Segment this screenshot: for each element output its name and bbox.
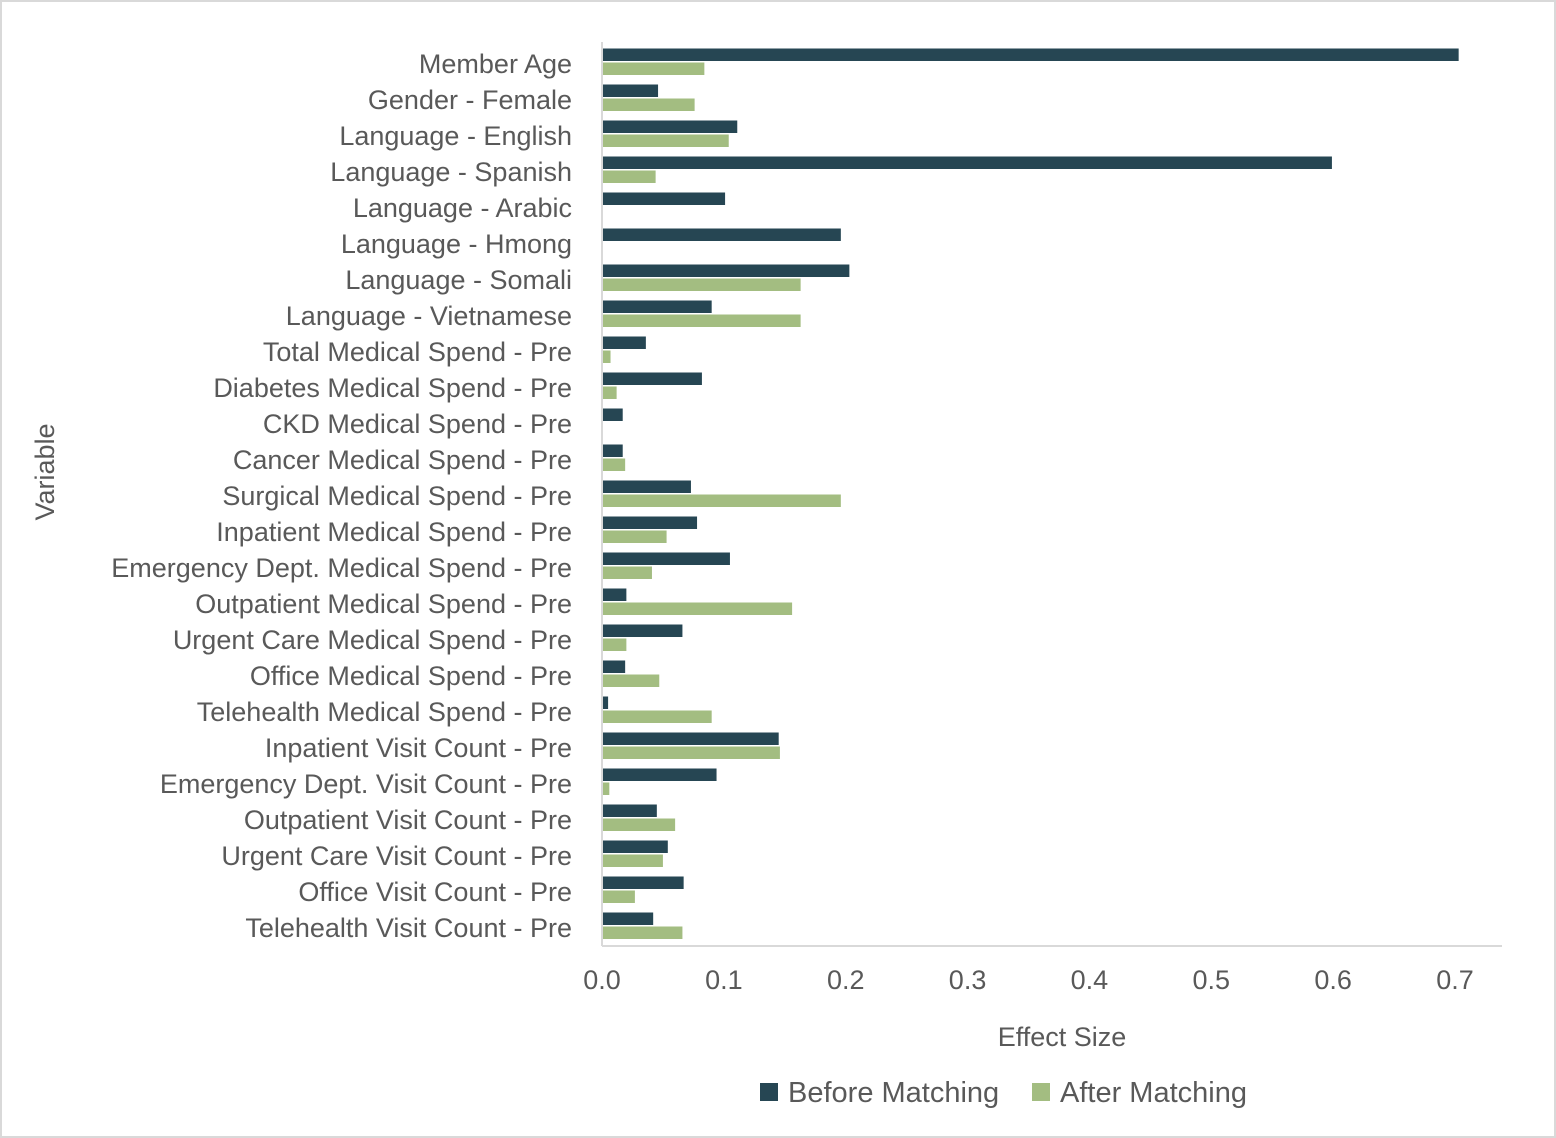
legend-label-0: Before Matching xyxy=(788,1077,999,1109)
bar-before-7 xyxy=(602,300,712,313)
bar-after-1 xyxy=(602,98,695,111)
bar-after-11 xyxy=(602,458,626,471)
bar-before-5 xyxy=(602,228,841,241)
category-label: Gender - Female xyxy=(368,85,572,115)
bar-before-15 xyxy=(602,588,627,601)
category-label: Office Visit Count - Pre xyxy=(298,877,572,907)
bar-before-19 xyxy=(602,732,779,745)
bar-after-16 xyxy=(602,638,627,651)
bar-before-16 xyxy=(602,624,683,637)
bar-after-14 xyxy=(602,566,652,579)
category-label: Language - English xyxy=(339,121,572,151)
bar-after-20 xyxy=(602,782,610,795)
bar-after-21 xyxy=(602,818,676,831)
category-label: Outpatient Medical Spend - Pre xyxy=(195,589,572,619)
category-label: Language - Arabic xyxy=(353,193,572,223)
bar-before-24 xyxy=(602,912,654,925)
bar-before-21 xyxy=(602,804,657,817)
bar-before-18 xyxy=(602,696,609,709)
x-tick-label: 0.1 xyxy=(705,965,743,995)
category-label: Cancer Medical Spend - Pre xyxy=(233,445,572,475)
x-tick-label: 0.5 xyxy=(1193,965,1231,995)
bar-before-10 xyxy=(602,408,623,421)
category-label: Language - Somali xyxy=(345,265,572,295)
category-label: Member Age xyxy=(419,49,572,79)
category-label: Language - Vietnamese xyxy=(286,301,572,331)
bar-before-23 xyxy=(602,876,684,889)
category-label: Inpatient Medical Spend - Pre xyxy=(216,517,572,547)
category-label: Emergency Dept. Medical Spend - Pre xyxy=(111,553,572,583)
category-label: Language - Hmong xyxy=(341,229,572,259)
category-label: Telehealth Medical Spend - Pre xyxy=(197,697,572,727)
x-axis-title: Effect Size xyxy=(998,1022,1127,1052)
category-label: Outpatient Visit Count - Pre xyxy=(244,805,572,835)
category-label: Emergency Dept. Visit Count - Pre xyxy=(160,769,572,799)
category-label: Language - Spanish xyxy=(330,157,572,187)
bar-after-18 xyxy=(602,710,712,723)
x-tick-label: 0.4 xyxy=(1071,965,1109,995)
bar-before-13 xyxy=(602,516,698,529)
bar-before-22 xyxy=(602,840,668,853)
bars-group xyxy=(602,48,1459,939)
bar-after-17 xyxy=(602,674,660,687)
bar-before-12 xyxy=(602,480,691,493)
legend: Before Matching After Matching xyxy=(760,1077,1247,1109)
bar-after-9 xyxy=(602,386,617,399)
bar-after-15 xyxy=(602,602,793,615)
x-tick-labels: 0.0 0.1 0.2 0.3 0.4 0.5 0.6 0.7 xyxy=(583,965,1474,995)
category-label: CKD Medical Spend - Pre xyxy=(263,409,572,439)
legend-label-1: After Matching xyxy=(1060,1077,1247,1109)
x-tick-label: 0.2 xyxy=(827,965,865,995)
bar-after-3 xyxy=(602,170,656,183)
bar-after-23 xyxy=(602,890,635,903)
bar-before-2 xyxy=(602,120,738,133)
category-label: Surgical Medical Spend - Pre xyxy=(222,481,572,511)
bar-before-1 xyxy=(602,84,659,97)
legend-swatch-0 xyxy=(760,1083,778,1101)
bar-before-0 xyxy=(602,48,1459,61)
bar-after-7 xyxy=(602,314,801,327)
bar-before-14 xyxy=(602,552,730,565)
bar-before-4 xyxy=(602,192,726,205)
bar-before-9 xyxy=(602,372,702,385)
bar-after-2 xyxy=(602,134,729,147)
category-labels: Member Age Gender - Female Language - Engl… xyxy=(111,49,572,943)
category-label: Total Medical Spend - Pre xyxy=(263,337,572,367)
category-label: Urgent Care Visit Count - Pre xyxy=(221,841,572,871)
bar-before-20 xyxy=(602,768,717,781)
y-axis-title: Variable xyxy=(30,423,60,520)
bar-before-17 xyxy=(602,660,626,673)
category-label: Urgent Care Medical Spend - Pre xyxy=(173,625,572,655)
category-label: Inpatient Visit Count - Pre xyxy=(265,733,572,763)
bar-after-13 xyxy=(602,530,667,543)
bar-after-24 xyxy=(602,926,683,939)
x-tick-label: 0.6 xyxy=(1314,965,1352,995)
category-label: Telehealth Visit Count - Pre xyxy=(245,913,572,943)
x-tick-label: 0.3 xyxy=(949,965,987,995)
bar-before-11 xyxy=(602,444,623,457)
bar-after-22 xyxy=(602,854,663,867)
x-tick-label: 0.0 xyxy=(583,965,621,995)
x-tick-label: 0.7 xyxy=(1436,965,1474,995)
bar-after-0 xyxy=(602,62,705,75)
bar-before-6 xyxy=(602,264,850,277)
bar-after-6 xyxy=(602,278,801,291)
category-label: Office Medical Spend - Pre xyxy=(250,661,572,691)
category-label: Diabetes Medical Spend - Pre xyxy=(213,373,572,403)
bar-after-19 xyxy=(602,746,780,759)
bar-after-8 xyxy=(602,350,611,363)
bar-before-3 xyxy=(602,156,1332,169)
legend-swatch-1 xyxy=(1032,1083,1050,1101)
bar-after-12 xyxy=(602,494,841,507)
bar-before-8 xyxy=(602,336,646,349)
